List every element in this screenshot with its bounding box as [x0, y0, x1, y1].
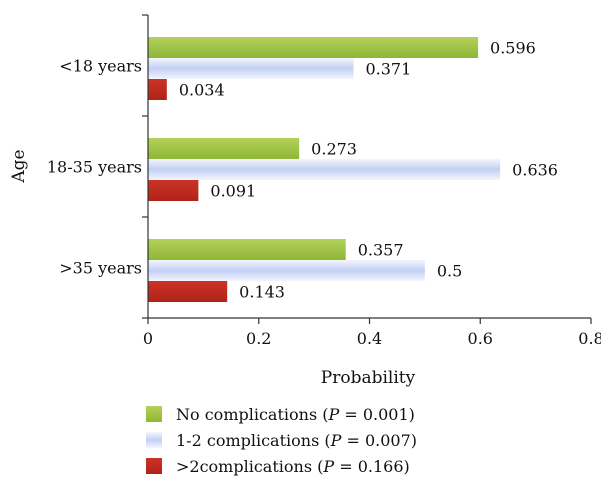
- bar-2-0: [148, 79, 167, 100]
- bar-1-2: [148, 260, 425, 281]
- legend-label-1-2-complications: 1-2 complications: [176, 430, 320, 450]
- bar-2-2: [148, 281, 228, 302]
- legend-p-value-2: 0.166: [357, 456, 404, 476]
- data-label-0-0: 0.596: [490, 39, 536, 58]
- bar-0-2: [148, 239, 346, 260]
- y-tick-label: >35 years: [59, 259, 142, 278]
- x-tick-label: 0.4: [357, 329, 382, 348]
- legend-swatch-blue: [146, 432, 162, 448]
- legend-p-value-0: 0.001: [362, 404, 409, 424]
- bar-0-0: [148, 37, 479, 58]
- x-tick-label: 0.2: [246, 329, 271, 348]
- legend-label-no-complications: No complications: [176, 404, 318, 424]
- legend-swatch-red: [146, 458, 162, 474]
- bar-2-1: [148, 180, 199, 201]
- bar-1-1: [148, 159, 501, 180]
- data-label-0-1: 0.273: [311, 140, 357, 159]
- bar-1-0: [148, 58, 354, 79]
- legend-item-no-complications: No complications (P = 0.001): [146, 401, 417, 427]
- data-label-1-2: 0.5: [437, 262, 462, 281]
- data-label-1-1: 0.636: [512, 161, 558, 180]
- y-tick-label: 18-35 years: [47, 158, 142, 177]
- data-label-0-2: 0.357: [358, 241, 404, 260]
- y-tick-label: <18 years: [59, 57, 142, 76]
- bar-chart: 0.596 0.371 0.034 0.273 0.636 0.091 0.357 0.5 0.…: [9, 14, 601, 388]
- legend-item-1-2-complications: 1-2 complications (P = 0.007): [146, 427, 417, 453]
- data-label-2-2: 0.143: [239, 283, 285, 302]
- y-axis-title: Age: [9, 149, 29, 183]
- legend-p-value-1: 0.007: [364, 430, 411, 450]
- x-tick-label: 0.8: [578, 329, 601, 348]
- x-tick-label: 0.6: [468, 329, 493, 348]
- legend-item-over-2-complications: >2complications (P = 0.166): [146, 453, 417, 479]
- legend-swatch-green: [146, 406, 162, 422]
- legend-label-over-2-complications: >2complications: [176, 456, 313, 476]
- bar-0-1: [148, 138, 300, 159]
- data-label-2-0: 0.034: [179, 81, 225, 100]
- x-axis-title: Probability: [321, 368, 416, 388]
- x-tick-label: 0: [143, 329, 153, 348]
- legend: No complications (P = 0.001) 1-2 complic…: [146, 401, 417, 479]
- data-label-1-0: 0.371: [365, 60, 411, 79]
- data-label-2-1: 0.091: [210, 182, 256, 201]
